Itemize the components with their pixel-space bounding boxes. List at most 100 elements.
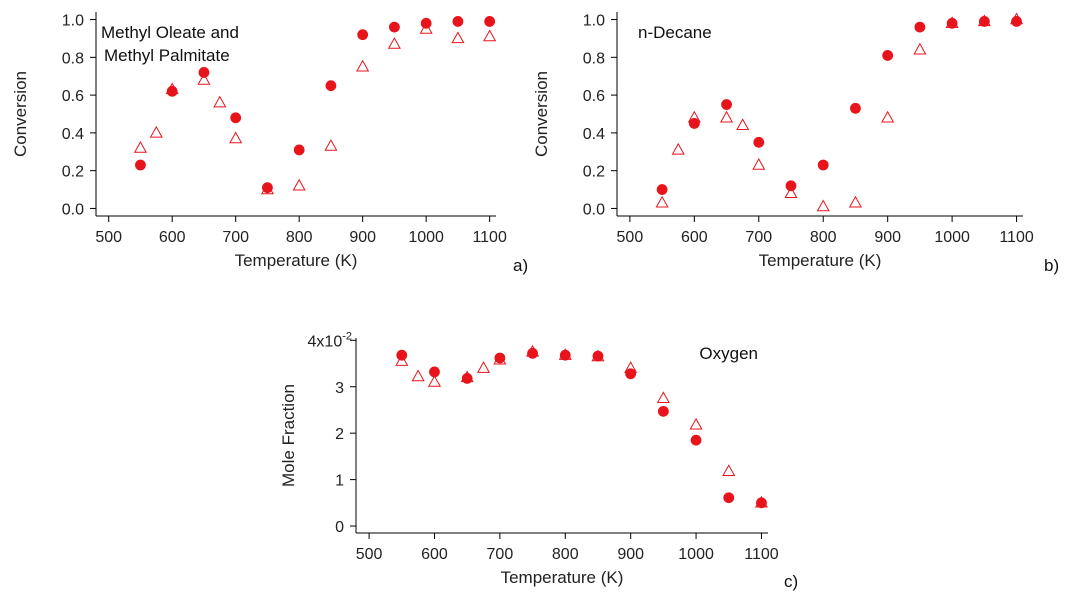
x-tick-label: 500: [356, 546, 383, 563]
data-point-circle: [690, 434, 702, 446]
data-point-triangle: [881, 110, 895, 123]
y-tick-label: 2: [335, 426, 344, 443]
x-tick-label: 900: [874, 229, 901, 246]
data-point-triangle: [197, 72, 211, 85]
data-point-triangle: [387, 37, 401, 49]
y-tick-label: 0.4: [583, 126, 605, 143]
data-point-triangle: [149, 125, 163, 138]
data-point-circle: [914, 21, 926, 33]
y-tick-label: 0.6: [583, 88, 605, 105]
data-point-triangle: [460, 370, 474, 383]
data-point-circle: [656, 184, 668, 195]
data-point-circle: [293, 144, 305, 156]
data-point-circle: [723, 492, 735, 504]
data-point-triangle: [671, 142, 685, 155]
data-point-triangle: [260, 182, 274, 195]
y-axis-title: Conversion: [532, 71, 551, 157]
x-tick-label: 700: [487, 546, 514, 563]
data-point-circle: [625, 368, 637, 380]
x-tick-label: 600: [681, 229, 708, 246]
x-tick-label: 900: [617, 546, 644, 563]
x-tick-label: 1000: [934, 229, 970, 246]
chart-panel-c: 500 600 700 800 900 1000 1100 0 1 2 3 4x10-2 Tempera…: [279, 330, 798, 591]
y-tick-label: 1: [335, 473, 344, 490]
data-point-circle: [452, 16, 464, 27]
data-point-circle: [1011, 16, 1022, 27]
data-point-circle: [357, 29, 369, 41]
data-point-triangle: [213, 95, 227, 108]
data-point-circle: [230, 112, 242, 124]
x-tick-label: 1000: [678, 546, 714, 563]
data-point-triangle: [558, 348, 572, 360]
data-point-triangle: [493, 352, 507, 365]
data-point-triangle: [324, 139, 338, 151]
x-tick-label: 800: [286, 229, 313, 246]
data-point-circle: [484, 16, 496, 27]
data-point-triangle: [133, 140, 147, 153]
panel-label: a): [513, 256, 528, 275]
data-point-triangle: [591, 349, 605, 362]
y-tick-label: 0.2: [583, 164, 605, 181]
series-annotation: Methyl Oleate and: [101, 23, 239, 42]
y-tick-label: 1.0: [62, 13, 84, 30]
data-point-circle: [721, 99, 732, 110]
data-point-triangle: [229, 131, 243, 144]
data-point-triangle: [356, 59, 370, 72]
data-point-triangle: [427, 375, 442, 387]
data-point-triangle: [451, 31, 465, 44]
x-tick-label: 900: [349, 229, 376, 246]
data-point-triangle: [720, 110, 734, 123]
data-point-triangle: [754, 495, 769, 508]
data-point-circle: [785, 180, 797, 192]
x-axis-title: Temperature (K): [759, 251, 882, 270]
x-tick-label: 1100: [472, 229, 507, 246]
data-point-triangle: [816, 199, 830, 212]
data-point-circle: [657, 405, 669, 417]
y-tick-label: 0: [335, 519, 344, 536]
x-tick-label: 1100: [744, 546, 779, 563]
y-tick-label: 1.0: [583, 13, 605, 30]
data-point-circle: [135, 159, 146, 171]
data-point-triangle: [483, 29, 497, 42]
y-axis-title: Mole Fraction: [279, 384, 298, 487]
data-point-triangle: [1010, 12, 1024, 25]
data-point-triangle: [656, 391, 670, 404]
panel-label: c): [784, 572, 798, 591]
data-point-triangle: [624, 361, 638, 373]
data-point-triangle: [419, 21, 433, 34]
y-tick-label: 0.0: [62, 201, 84, 218]
x-tick-label: 600: [421, 546, 448, 563]
data-point-triangle: [395, 354, 409, 366]
x-tick-label: 500: [617, 229, 644, 246]
data-point-triangle: [689, 417, 703, 430]
x-tick-label: 1100: [999, 229, 1034, 246]
data-point-circle: [325, 80, 337, 92]
data-point-triangle: [722, 464, 736, 476]
data-point-triangle: [752, 157, 766, 170]
x-tick-label: 700: [745, 229, 772, 246]
data-point-triangle: [913, 42, 927, 55]
y-tick-label: 0.8: [583, 50, 605, 67]
x-axis-title: Temperature (K): [235, 251, 358, 270]
y-tick-label: 0.6: [62, 88, 84, 105]
y-tick-label-scientific: 4x10-2: [308, 330, 352, 350]
data-point-triangle: [655, 195, 669, 208]
y-tick-label: 0.8: [62, 50, 84, 67]
x-axis-title: Temperature (K): [501, 568, 624, 587]
x-tick-label: 600: [159, 229, 186, 246]
data-point-triangle: [292, 178, 306, 191]
data-point-triangle: [411, 369, 425, 382]
data-point-triangle: [165, 82, 179, 95]
data-point-circle: [389, 21, 400, 33]
data-point-triangle: [977, 14, 991, 27]
data-point-circle: [817, 159, 829, 171]
data-point-triangle: [784, 186, 798, 199]
series-annotation: n-Decane: [638, 23, 712, 42]
data-point-circle: [198, 67, 210, 78]
y-tick-label: 0.4: [62, 126, 84, 143]
data-point-triangle: [526, 344, 540, 357]
data-point-circle: [166, 85, 178, 97]
data-point-circle: [882, 50, 894, 61]
y-axis-title: Conversion: [11, 71, 30, 157]
